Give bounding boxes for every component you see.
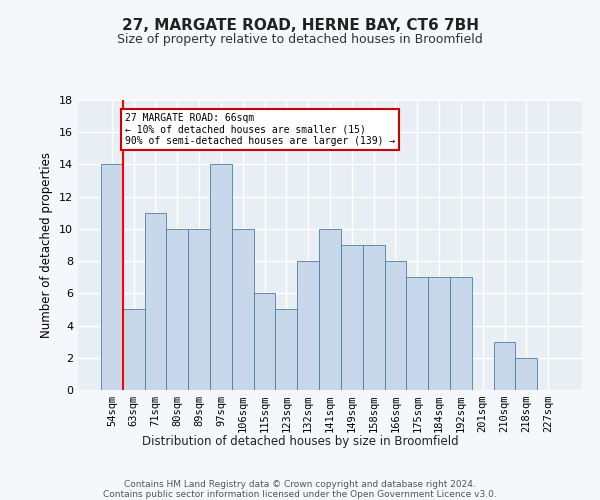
Text: 27, MARGATE ROAD, HERNE BAY, CT6 7BH: 27, MARGATE ROAD, HERNE BAY, CT6 7BH xyxy=(121,18,479,32)
Y-axis label: Number of detached properties: Number of detached properties xyxy=(40,152,53,338)
Bar xyxy=(341,245,363,390)
Bar xyxy=(363,245,385,390)
Bar xyxy=(101,164,123,390)
Bar xyxy=(428,277,450,390)
Bar xyxy=(319,229,341,390)
Text: 27 MARGATE ROAD: 66sqm
← 10% of detached houses are smaller (15)
90% of semi-det: 27 MARGATE ROAD: 66sqm ← 10% of detached… xyxy=(125,113,395,146)
Bar xyxy=(297,261,319,390)
Bar xyxy=(145,213,166,390)
Bar xyxy=(188,229,210,390)
Bar xyxy=(232,229,254,390)
Bar xyxy=(123,310,145,390)
Text: Contains public sector information licensed under the Open Government Licence v3: Contains public sector information licen… xyxy=(103,490,497,499)
Bar xyxy=(450,277,472,390)
Bar xyxy=(275,310,297,390)
Text: Size of property relative to detached houses in Broomfield: Size of property relative to detached ho… xyxy=(117,32,483,46)
Bar xyxy=(254,294,275,390)
Bar xyxy=(406,277,428,390)
Text: Distribution of detached houses by size in Broomfield: Distribution of detached houses by size … xyxy=(142,435,458,448)
Bar xyxy=(166,229,188,390)
Bar xyxy=(385,261,406,390)
Bar xyxy=(210,164,232,390)
Text: Contains HM Land Registry data © Crown copyright and database right 2024.: Contains HM Land Registry data © Crown c… xyxy=(124,480,476,489)
Bar xyxy=(515,358,537,390)
Bar xyxy=(494,342,515,390)
